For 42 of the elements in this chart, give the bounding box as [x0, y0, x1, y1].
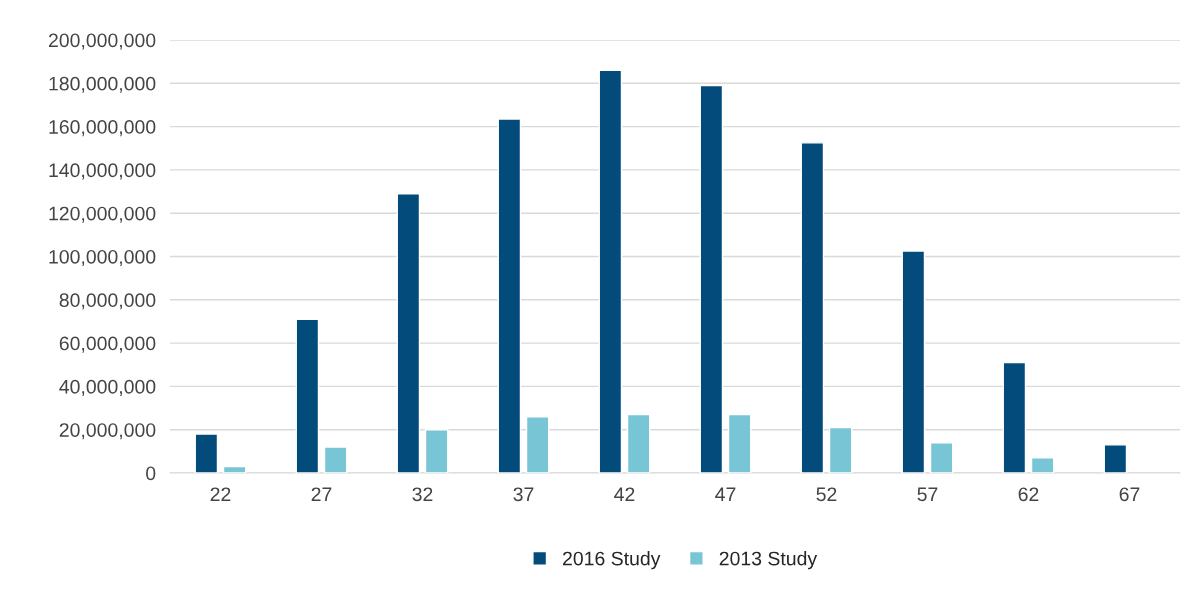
bar: [929, 441, 954, 473]
y-tick-label: 40,000,000: [59, 379, 156, 396]
x-tick-label: 52: [816, 487, 837, 502]
bar: [699, 84, 724, 473]
x-tick-label: 47: [715, 487, 736, 501]
bar: [497, 118, 522, 473]
y-tick-label: 180,000,000: [49, 76, 156, 93]
y-tick-label: 160,000,000: [49, 120, 156, 137]
bar: [222, 465, 247, 473]
y-tick-label: 0: [146, 466, 156, 481]
x-tick-label: 62: [1018, 487, 1039, 502]
bar: [901, 250, 926, 473]
y-tick-label: 200,000,000: [48, 33, 156, 50]
y-tick-label: 20,000,000: [59, 423, 156, 440]
bar: [1002, 361, 1027, 473]
bar: [424, 429, 449, 473]
bar: [525, 416, 550, 473]
bar: [194, 433, 219, 473]
y-tick-label: 100,000,000: [49, 249, 156, 267]
y-tick-label: 60,000,000: [59, 336, 156, 353]
x-tick-label: 42: [614, 487, 635, 501]
x-tick-label: 22: [210, 487, 231, 501]
x-tick-label: 27: [311, 487, 332, 501]
bar: [598, 69, 623, 473]
y-tick-label: 80,000,000: [59, 293, 156, 310]
x-tick-label: 32: [412, 487, 433, 502]
bar: [800, 142, 825, 473]
bar: [1103, 444, 1128, 473]
legend-label: 2013 Study: [719, 551, 818, 570]
bar: [295, 318, 320, 473]
bar: [323, 446, 348, 473]
y-tick-label: 140,000,000: [49, 163, 156, 180]
bar: [396, 193, 421, 473]
x-tick-label: 37: [513, 487, 534, 502]
x-tick-label: 67: [1119, 487, 1140, 502]
bar: [1030, 457, 1055, 473]
bar: [626, 413, 651, 473]
y-tick-label: 120,000,000: [49, 206, 156, 223]
legend-label: 2016 Study: [563, 551, 661, 570]
bar: [828, 426, 853, 473]
bar: [727, 413, 752, 473]
x-tick-label: 57: [917, 487, 938, 502]
